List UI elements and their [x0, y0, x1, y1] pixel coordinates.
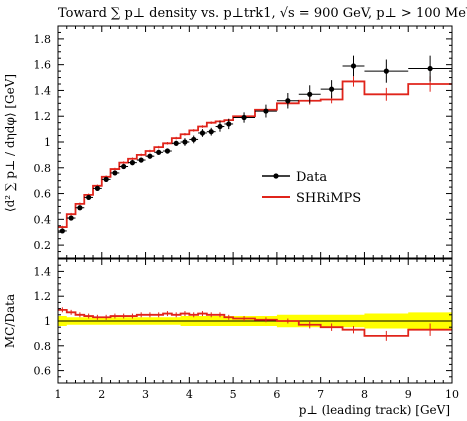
ratio-x-tick-label: 6 — [273, 388, 280, 401]
legend-data-marker — [273, 173, 279, 179]
data-point — [329, 86, 335, 92]
ratio-x-tick-label: 10 — [445, 388, 459, 401]
data-point — [121, 163, 127, 170]
main-y-tick-label: 1.6 — [34, 59, 52, 72]
ratio-x-tick-label: 8 — [361, 388, 368, 401]
data-point — [191, 136, 197, 143]
main-y-axis-label: ⟨d² ∑ p⊥ / dηdφ⟩ [GeV] — [3, 74, 17, 212]
data-point — [112, 170, 118, 176]
legend: Data SHRiMPS — [262, 170, 361, 206]
data-point — [173, 140, 179, 146]
data-point — [129, 160, 136, 166]
data-point — [226, 121, 232, 127]
ratio-y-tick-label: 0.8 — [34, 340, 52, 353]
x-axis-label: p⊥ (leading track) [GeV] — [299, 403, 450, 417]
ratio-x-tick-label: 7 — [317, 388, 324, 401]
legend-entry-data: Data — [296, 170, 327, 185]
ratio-y-tick-label: 1.4 — [34, 265, 52, 278]
legend-entry-shrimps: SHRiMPS — [296, 191, 361, 206]
ratio-y-tick-label: 0.6 — [34, 365, 52, 378]
data-point — [59, 228, 65, 234]
ratio-x-tick-label: 9 — [405, 388, 412, 401]
data-point — [68, 215, 74, 221]
ratio-x-tick-label: 5 — [230, 388, 237, 401]
main-y-tick-label: 1.2 — [34, 110, 52, 123]
ratio-y-tick-label: 1 — [44, 315, 51, 328]
main-y-tick-label: 0.4 — [34, 213, 52, 226]
main-y-tick-label: 1.4 — [34, 84, 52, 97]
data-point — [103, 176, 109, 182]
ratio-x-tick-label: 3 — [142, 388, 149, 401]
data-point — [164, 148, 171, 154]
data-point — [263, 108, 269, 114]
data-point — [217, 123, 223, 130]
main-frame-border — [57, 25, 453, 259]
data-point — [77, 205, 83, 211]
data-point — [147, 153, 153, 159]
main-y-tick-label: 1.8 — [34, 33, 52, 46]
data-point — [199, 130, 206, 136]
ratio-x-tick-label: 1 — [55, 388, 62, 401]
data-point — [241, 114, 247, 121]
data-point — [156, 149, 162, 155]
ratio-x-tick-label: 2 — [98, 388, 105, 401]
data-point — [285, 98, 291, 104]
data-point — [138, 157, 144, 163]
data-point — [94, 185, 100, 191]
data-point — [307, 91, 313, 97]
data-point — [208, 129, 214, 135]
main-y-tick-label: 1 — [44, 136, 51, 149]
ratio-y-tick-label: 1.2 — [34, 290, 52, 303]
data-point — [350, 63, 357, 69]
data-point — [182, 139, 188, 145]
main-y-tick-label: 0.8 — [34, 162, 52, 175]
data-point — [383, 68, 389, 74]
chart-title: Toward ∑ p⊥ density vs. p⊥trk1, √s = 900… — [58, 6, 467, 21]
data-point — [86, 194, 92, 201]
shrimps-histogram — [58, 80, 452, 228]
ratio-x-tick-label: 4 — [186, 388, 193, 401]
data-point — [427, 65, 433, 72]
ratio-y-axis-label: MC/Data — [3, 294, 17, 348]
ratio-histogram — [58, 308, 452, 337]
main-y-tick-label: 0.6 — [34, 188, 52, 201]
main-y-tick-label: 0.2 — [34, 239, 52, 252]
